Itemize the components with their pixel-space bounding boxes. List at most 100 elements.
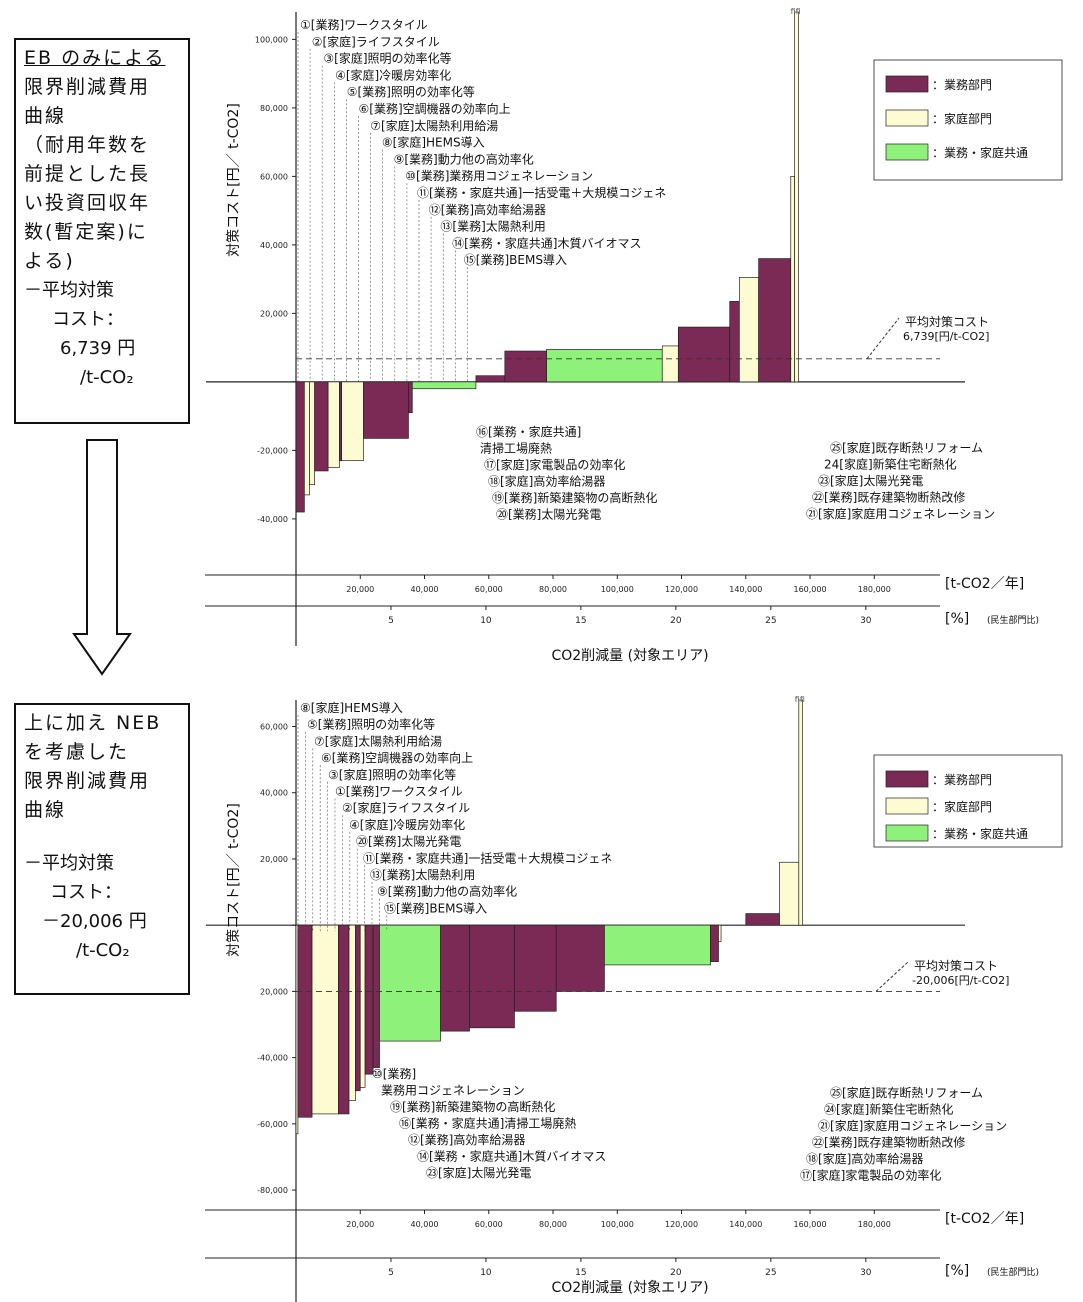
y-tick-label: 80,000 <box>260 104 288 113</box>
y-axis-title: 対策コスト[円／ t-CO2] <box>225 803 242 957</box>
measure-label: ⑪[業務・家庭共通]一括受電＋大規模コジェネ <box>417 185 666 200</box>
y-axis-title: 対策コスト[円／ t-CO2] <box>225 103 242 257</box>
mac-bar <box>359 924 366 1088</box>
pct-tick-label: 5 <box>388 1268 394 1278</box>
mac-bar <box>314 381 329 472</box>
avg-cost-unit: /t-CO₂ <box>76 940 130 961</box>
legend-swatch <box>885 143 929 161</box>
measure-label: ⑱[家庭]高効率給湯器 <box>488 474 605 489</box>
measure-label: ③[家庭]照明の効率化等 <box>328 767 456 782</box>
pct-tick-label: 30 <box>860 1268 872 1278</box>
bottom-note-box: 上に加え NEB を考慮した 限界削減費用 曲線 －平均対策 コスト： －20,… <box>14 703 190 995</box>
mac-bar <box>440 924 470 1032</box>
x-tick-label: 80,000 <box>539 1220 567 1229</box>
note-line: い投資回収年 <box>24 192 151 214</box>
note-line: 限界削減費用 <box>24 76 151 98</box>
legend-label: ：家庭部門 <box>932 799 992 814</box>
mac-bar <box>338 924 350 1115</box>
measure-label: ㉓[家庭]太陽光発電 <box>426 1165 531 1180</box>
y-tick-label: 40,000 <box>260 789 288 798</box>
mac-bar <box>798 699 804 926</box>
measure-label: 業務用コジェネレーション <box>381 1084 525 1098</box>
mac-bar <box>604 924 711 966</box>
x-tick-label: 180,000 <box>858 585 891 594</box>
mac-bar <box>411 381 477 390</box>
mac-bar <box>514 924 557 1012</box>
avg-cost-leader <box>866 317 900 360</box>
avg-cost-label2: コスト： <box>52 309 124 330</box>
pct-tick-label: 15 <box>575 1268 586 1278</box>
x-tick-label: 160,000 <box>793 1220 826 1229</box>
x-tick-label: 120,000 <box>665 1220 698 1229</box>
pct-tick-label: 5 <box>388 616 394 626</box>
measure-label: ③[家庭]照明の効率化等 <box>323 51 451 66</box>
pct-tick-label: 25 <box>765 616 776 626</box>
measure-label: ⑲[業務]新築建築物の高断熱化 <box>390 1099 555 1114</box>
measure-label: ⑭[業務・家庭共通]木質バイオマス <box>417 1149 606 1164</box>
measure-label: ⑥[業務]空調機器の効率向上 <box>359 101 511 116</box>
note-line: を考慮した <box>24 741 130 763</box>
measure-label: ⑦[家庭]太陽熱利用給湯 <box>370 118 498 133</box>
avg-cost-unit: /t-CO₂ <box>80 367 134 388</box>
legend-label: ：業務部門 <box>932 77 992 92</box>
measure-label: ⑩[業務]業務用コジェネレーション <box>405 169 593 183</box>
mac-bar <box>469 924 515 1029</box>
x-tick-label: 20,000 <box>346 585 374 594</box>
measure-label: ⑮[業務]BEMS導入 <box>464 253 567 267</box>
mac-bar <box>546 348 663 383</box>
mac-bar <box>718 924 722 943</box>
measure-label: ⑯[業務・家庭共通] <box>476 424 581 439</box>
y-tick-label: -80,000 <box>257 1186 288 1195</box>
pct-unit-label: [%] <box>945 611 969 627</box>
mac-bar <box>297 924 313 1118</box>
pct-unit-note: (民生部門比) <box>987 614 1039 626</box>
avg-cost-leader <box>875 961 909 992</box>
y-tick-label: 60,000 <box>260 722 288 731</box>
x-unit-label: [t-CO2／年] <box>945 1211 1024 1227</box>
mac-bar <box>372 924 380 1068</box>
x-tick-label: 20,000 <box>346 1220 374 1229</box>
avg-cost-label2: コスト： <box>50 882 122 903</box>
measure-label: ㉓[家庭]太陽光発電 <box>818 473 923 488</box>
y-tick-label: -20,000 <box>257 446 288 455</box>
note-line: 限界削減費用 <box>24 770 151 792</box>
pct-unit-label: [%] <box>945 1263 969 1279</box>
mac-bar <box>309 381 315 485</box>
measure-label: ②[家庭]ライフスタイル <box>312 34 440 49</box>
y-tick-label: 20,000 <box>260 855 288 864</box>
mac-chart-top: 100,000 80,000 60,000 40,000 20,000 -20,000 -4… <box>205 7 1063 664</box>
measure-label: ⑱[家庭]高効率給湯器 <box>806 1151 923 1166</box>
mac-bar <box>710 924 719 962</box>
mac-bar <box>348 924 356 1102</box>
measure-label: ㉒[業務]既存建築物断熱改修 <box>812 490 965 505</box>
x-tick-label: 40,000 <box>411 1220 439 1229</box>
pct-unit-note: (民生部門比) <box>987 1266 1039 1278</box>
legend-label: ：業務・家庭共通 <box>932 145 1028 160</box>
pct-tick-label: 15 <box>575 616 586 626</box>
mac-bar <box>475 375 506 383</box>
legend-swatch <box>885 109 929 127</box>
x-tick-label: 140,000 <box>729 1220 762 1229</box>
mac-bar <box>779 861 800 926</box>
x-tick-label: 60,000 <box>475 585 503 594</box>
avg-cost-title: 平均対策コスト <box>905 315 989 329</box>
spike-note: fifi <box>791 7 801 16</box>
note-line: 曲線 <box>24 105 67 127</box>
measure-label: ⑭[業務・家庭共通]木質バイオマス <box>452 235 641 250</box>
mac-bar <box>304 381 310 496</box>
x-tick-label: 100,000 <box>601 585 634 594</box>
mac-bar <box>745 913 780 926</box>
mac-bar <box>295 381 305 513</box>
legend-label: ：業務・家庭共通 <box>932 826 1028 841</box>
top-note-box: EB のみによる 限界削減費用 曲線 （耐用年数を 前提とした長 い投資回収年 … <box>14 38 190 424</box>
measure-label: ⑨[業務]動力他の高効率化 <box>394 151 534 166</box>
note-line: よる) <box>24 250 75 272</box>
measure-label: ⑰[家庭]家電製品の効率化 <box>800 1168 941 1183</box>
x-tick-label: 180,000 <box>858 1220 891 1229</box>
y-tick-label: -60,000 <box>257 1120 288 1129</box>
mac-bar <box>341 381 364 462</box>
measure-label: ㉔[家庭]新築住宅断熱化 <box>824 1102 953 1117</box>
x-tick-label: 60,000 <box>475 1220 503 1229</box>
mac-bar <box>379 924 441 1042</box>
